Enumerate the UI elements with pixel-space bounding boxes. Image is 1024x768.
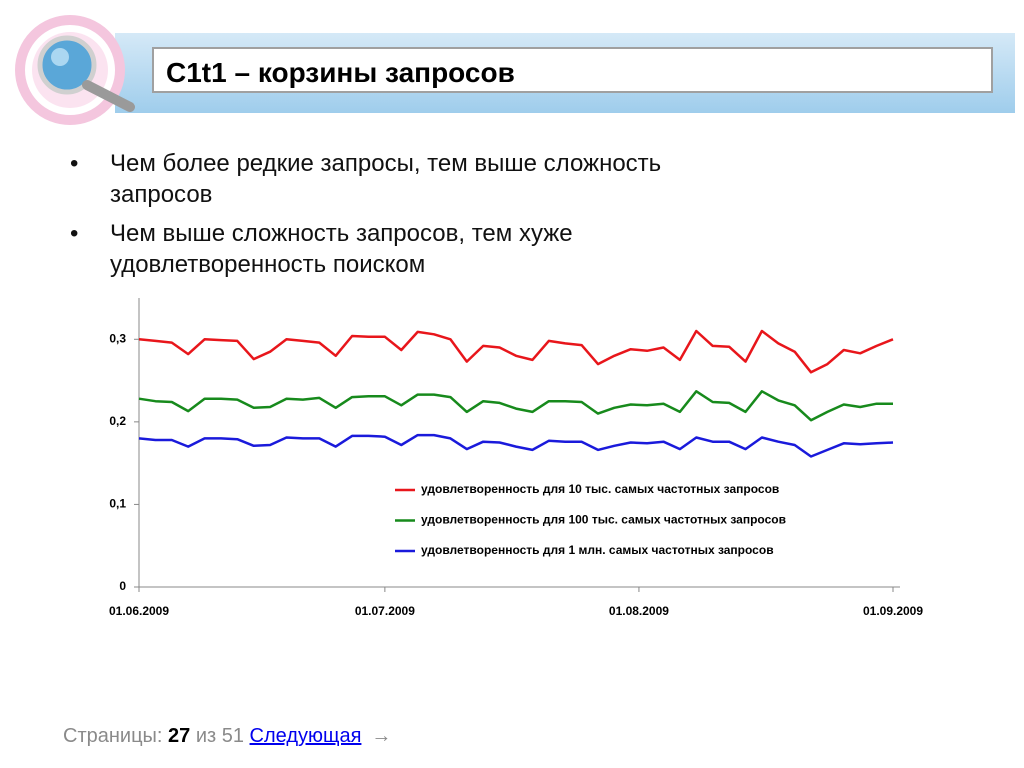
logo — [15, 15, 135, 125]
x-tick-label: 01.09.2009 — [863, 604, 923, 618]
legend-label: удовлетворенность для 100 тыс. самых час… — [421, 513, 786, 527]
bullet-list: Чем более редкие запросы, тем выше сложн… — [70, 148, 710, 288]
bullet: Чем более редкие запросы, тем выше сложн… — [70, 148, 710, 210]
y-tick-label: 0,1 — [109, 497, 126, 511]
slide-title: С1t1 – корзины запросов — [166, 57, 515, 88]
series-line — [138, 390, 893, 422]
legend-label: удовлетворенность для 10 тыс. самых част… — [421, 482, 779, 496]
current-page: 27 — [168, 725, 191, 747]
arrow: → — [371, 725, 392, 747]
y-tick-label: 0 — [119, 579, 126, 593]
page-count: из 51 — [195, 725, 244, 747]
series-line — [138, 433, 894, 458]
series-line — [138, 329, 894, 374]
title-box — [152, 47, 993, 93]
x-tick-label: 01.08.2009 — [609, 604, 669, 618]
pager-label: Страницы: — [63, 725, 163, 747]
legend-label: удовлетворенность для 1 млн. самых часто… — [421, 543, 774, 557]
chart: 0 0,1 0,2 0,3 01.06.2009 01.07.2009 01.08.2009… — [109, 298, 923, 618]
y-tick-label: 0,3 — [109, 331, 126, 345]
x-tick-label: 01.07.2009 — [355, 604, 415, 618]
bullet: Чем выше сложность запросов, тем хуже уд… — [70, 218, 710, 280]
x-tick-label: 01.06.2009 — [109, 604, 169, 618]
next-link[interactable]: Следующая — [249, 725, 362, 747]
y-tick-label: 0,2 — [109, 414, 126, 428]
pager: Страницы: 27 из 51 Следующая → — [63, 725, 391, 748]
